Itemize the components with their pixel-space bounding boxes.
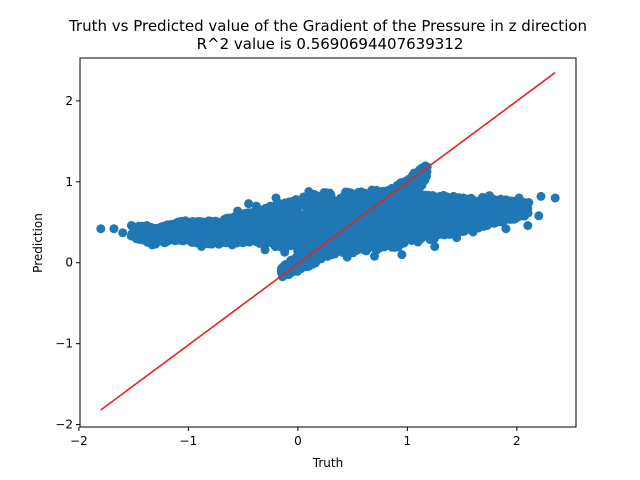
scatter-point [183,230,193,240]
scatter-point [269,239,279,249]
scatter-point [327,249,337,259]
x-tick-label: 1 [404,434,412,448]
scatter-point [374,243,384,253]
scatter-point [401,223,411,233]
scatter-point [486,214,496,224]
plot-area [96,71,560,411]
x-tick-label: −2 [70,434,88,448]
scatter-point [463,224,473,234]
y-tick-label: 0 [65,256,73,270]
scatter-point [413,227,423,237]
scatter-point [96,224,106,234]
scatter-point [444,202,454,212]
scatter-point [133,226,143,236]
chart-title: Truth vs Predicted value of the Gradient… [68,17,587,35]
scatter-point [412,208,422,218]
scatter-point [241,216,251,226]
scatter-point [247,224,257,234]
scatter-point [349,230,359,240]
chart-subtitle: R^2 value is 0.5690694407639312 [197,35,464,53]
scatter-point [512,212,522,222]
scatter-point [523,221,533,231]
scatter-point [454,197,464,207]
scatter-point [501,224,511,234]
scatter-point [296,198,306,208]
scatter-point [393,242,403,252]
scatter-point [288,202,298,212]
y-tick-label: 2 [65,94,73,108]
scatter-point [288,211,298,221]
scatter-point [434,219,444,229]
scatter-point [281,242,291,252]
scatter-point [302,213,312,223]
scatter-point [220,221,230,231]
scatter-point [482,195,492,205]
scatter-point [357,244,367,254]
scatter-point [456,208,466,218]
scatter-point [534,211,544,221]
x-tick-label: −1 [180,434,198,448]
scatter-point [267,207,277,217]
scatter-point [200,230,210,240]
scatter-point [307,196,317,206]
scatter-point [333,202,343,212]
scatter-point [254,208,264,218]
scatter-point [381,209,391,219]
scatter-point [245,235,255,245]
y-tick-label: 1 [65,175,73,189]
x-tick-label: 2 [513,434,521,448]
scatter-point [325,191,335,201]
scatter-point [335,193,345,203]
scatter-point [550,193,560,203]
scatter-point [503,198,513,208]
scatter-point [440,213,450,223]
scatter-point [399,234,409,244]
scatter-point [427,201,437,211]
y-tick-label: −2 [55,418,73,432]
scatter-point [519,203,529,213]
scatter-point [430,242,440,252]
y-axis-label: Prediction [31,213,45,273]
scatter-point [373,214,383,224]
scatter-point [139,226,149,236]
scatter-point [536,191,546,201]
scatter-point [260,225,270,235]
scatter-point [444,229,454,239]
scatter-point [418,199,428,209]
scatter-point [325,207,335,217]
scatter-point [326,197,336,207]
scatter-point [460,216,470,226]
scatter-point [317,197,327,207]
scatter-point [316,212,326,222]
scatter-point [397,250,407,260]
scatter-point [399,214,409,224]
scatter-point [173,235,183,245]
scatter-point [282,219,292,229]
scatter-point [424,219,434,229]
scatter-point [134,233,144,243]
scatter-point [435,228,445,238]
scatter-point [471,203,481,213]
scatter-point [260,215,270,225]
x-axis-label: Truth [312,456,343,470]
scatter-point [180,218,190,228]
scatter-point [150,231,160,241]
x-tick-label: 0 [294,434,302,448]
scatter-point [228,228,238,238]
scatter-point [169,223,179,233]
scatter-point [467,211,477,221]
scatter-point [200,238,210,248]
scatter-point [244,199,254,209]
scatter-point [293,217,303,227]
scatter-point [437,195,447,205]
scatter-point [437,202,447,212]
scatter-point [118,228,128,238]
scatter-point [109,224,119,234]
y-tick-label: −1 [55,337,73,351]
scatter-point [206,222,216,232]
scatter-point [477,209,487,219]
